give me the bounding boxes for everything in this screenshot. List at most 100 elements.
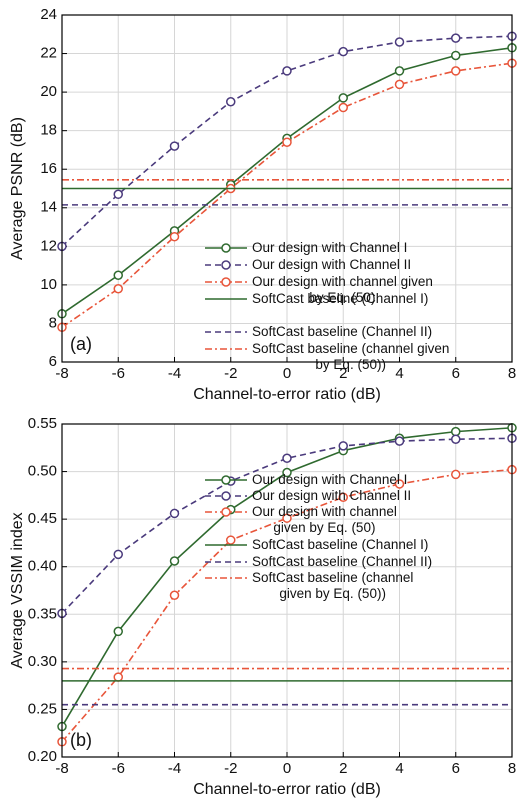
- plot-frame: [61, 423, 513, 758]
- data-line: [61, 468, 513, 743]
- data-point: [338, 102, 348, 113]
- data-point: [282, 513, 292, 523]
- data-point: [338, 46, 348, 57]
- legend-label: Our design with Channel II: [252, 257, 412, 272]
- legend-label: SoftCast baseline (channel given by Eq. …: [252, 570, 414, 601]
- data-point: [394, 66, 405, 76]
- x-tick-label: 6: [452, 760, 460, 777]
- panel-label: (a): [70, 334, 92, 354]
- x-axis-label: Channel-to-error ratio (dB): [193, 386, 381, 403]
- y-axis-label: Average PSNR (dB): [9, 117, 26, 260]
- y-tick-label: 0.50: [28, 463, 57, 480]
- data-point: [451, 33, 461, 43]
- data-point: [338, 441, 348, 451]
- legend-label: Our design with Channel I: [252, 240, 408, 255]
- data-line: [61, 437, 513, 614]
- y-tick-label: 8: [49, 314, 57, 331]
- y-tick-label: 0.20: [28, 748, 57, 765]
- data-point: [113, 672, 123, 682]
- y-tick-label: 0.55: [28, 415, 57, 432]
- y-tick-label: 0.35: [28, 605, 57, 622]
- legend-label: SoftCast baseline (Channel I): [252, 291, 429, 306]
- x-tick-label: 6: [452, 365, 460, 382]
- data-point: [113, 283, 123, 294]
- x-axis-label: Channel-to-error ratio (dB): [193, 781, 381, 798]
- legend-marker: [221, 277, 231, 287]
- data-line: [61, 35, 513, 247]
- x-tick-label: 4: [395, 365, 403, 382]
- y-tick-label: 6: [49, 353, 57, 370]
- legend-marker: [221, 507, 231, 517]
- y-axis-label: Average VSSIM index: [9, 512, 26, 668]
- data-point: [169, 231, 180, 242]
- y-tick-label: 12: [40, 237, 57, 254]
- data-point: [113, 626, 123, 637]
- x-tick-label: -2: [224, 365, 237, 382]
- y-tick-label: 0.45: [28, 510, 57, 527]
- x-tick-label: -8: [55, 365, 68, 382]
- legend-label: Our design with Channel II: [252, 488, 412, 503]
- x-tick-label: 8: [508, 760, 516, 777]
- data-point: [169, 508, 180, 519]
- x-tick-label: 4: [395, 760, 403, 777]
- x-tick-label: -4: [168, 760, 181, 777]
- x-tick-label: 2: [339, 760, 347, 777]
- data-point: [338, 93, 348, 103]
- y-tick-label: 14: [40, 199, 57, 216]
- data-point: [282, 467, 292, 478]
- legend-marker: [221, 475, 231, 485]
- data-point: [113, 189, 123, 200]
- y-tick-label: 10: [40, 276, 57, 293]
- x-tick-label: -8: [55, 760, 68, 777]
- y-tick-label: 0.40: [28, 558, 57, 575]
- x-tick-label: -2: [224, 760, 237, 777]
- y-tick-label: 22: [40, 45, 57, 62]
- panel-label: (b): [70, 730, 92, 750]
- data-point: [394, 79, 405, 90]
- data-point: [169, 590, 180, 601]
- x-tick-label: -6: [112, 760, 125, 777]
- data-point: [338, 492, 348, 503]
- data-point: [451, 50, 461, 61]
- data-point: [451, 434, 461, 444]
- data-point: [113, 549, 123, 560]
- data-point: [451, 469, 461, 480]
- legend-label: SoftCast baseline (channel given by Eq. …: [252, 341, 450, 372]
- data-point: [226, 535, 236, 545]
- data-point: [394, 479, 405, 489]
- legend-label: Our design with channel given by Eq. (50…: [252, 274, 433, 305]
- x-tick-label: 8: [508, 365, 516, 382]
- data-point: [451, 426, 461, 437]
- chart-panel: 0.20 0.25 0.30 0.35 0.40 0.45 0.50 0.55 -8 -6 -4 -2…: [9, 415, 517, 798]
- y-tick-label: 0.25: [28, 700, 57, 717]
- legend-label: SoftCast baseline (Channel I): [252, 537, 429, 552]
- legend-label: SoftCast baseline (Channel II): [252, 554, 433, 569]
- y-tick-label: 20: [40, 83, 57, 100]
- legend-label: Our design with Channel I: [252, 472, 408, 487]
- data-point: [451, 66, 461, 76]
- legend-marker: [221, 243, 231, 253]
- data-point: [226, 97, 236, 107]
- plot-frame: [61, 14, 513, 363]
- data-point: [394, 436, 405, 446]
- legend-marker: [221, 260, 231, 270]
- data-point: [169, 141, 180, 151]
- legend-marker: [221, 491, 231, 501]
- data-point: [282, 66, 292, 76]
- x-tick-label: 2: [339, 365, 347, 382]
- legend-label: Our design with channel given by Eq. (50…: [252, 504, 397, 535]
- x-tick-label: -6: [112, 365, 125, 382]
- y-tick-label: 0.30: [28, 653, 57, 670]
- y-tick-label: 16: [40, 160, 57, 177]
- legend-label: SoftCast baseline (Channel II): [252, 324, 433, 339]
- x-tick-label: 0: [283, 365, 291, 382]
- data-point: [169, 556, 180, 566]
- data-point: [282, 453, 292, 464]
- data-point: [394, 37, 405, 47]
- x-tick-label: -4: [168, 365, 181, 382]
- data-point: [113, 270, 123, 280]
- x-tick-label: 0: [283, 760, 291, 777]
